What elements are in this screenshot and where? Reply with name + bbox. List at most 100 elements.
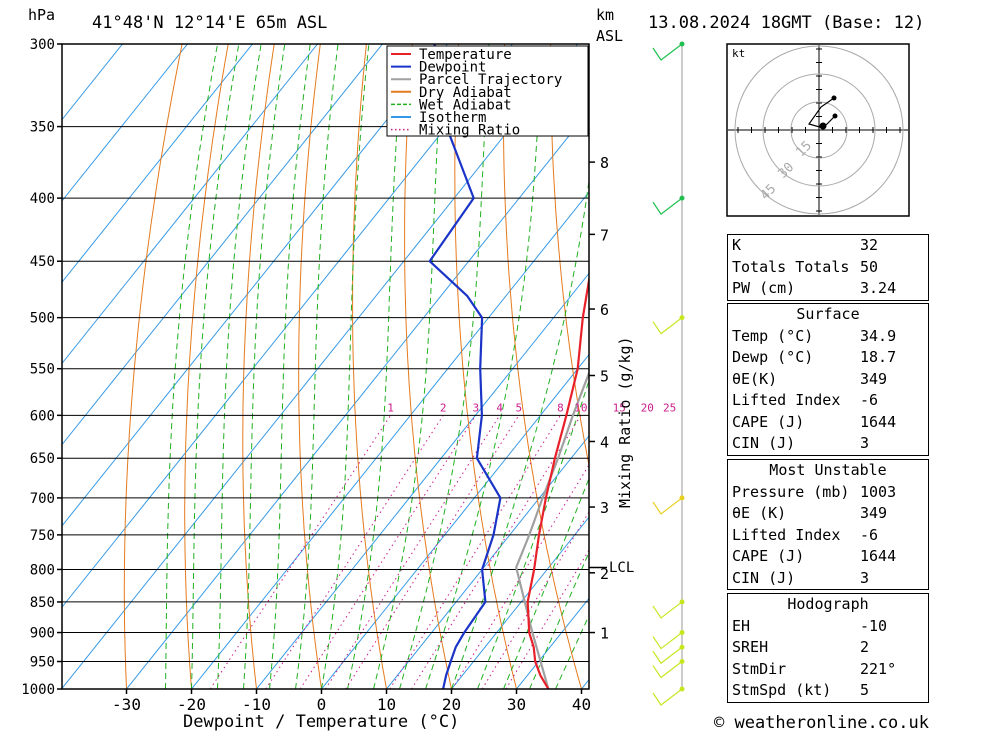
plot-frame — [61, 43, 590, 690]
pressure-unit-label: hPa — [28, 6, 55, 24]
hodograph-ring — [790, 101, 848, 159]
hodograph-table: Hodograph EH -10 SREH 2 StmDir 221° StmSpd … — [727, 593, 929, 703]
pressure-tick-label: 600 — [30, 408, 55, 424]
pressure-tick-label: 650 — [30, 451, 55, 467]
surface-title: Surface — [796, 305, 860, 323]
dry-adiabat-line — [298, 44, 322, 689]
height-tick-label: 1 — [600, 625, 609, 643]
mixing-ratio-tick-label: 25 — [663, 401, 676, 414]
mixing-ratio-tick-label: 4 — [496, 401, 503, 414]
height-tick-label: 4 — [600, 433, 609, 451]
km-label: km — [596, 6, 614, 24]
dry-adiabat-line — [965, 44, 1000, 689]
legend-label: Mixing Ratio — [419, 123, 520, 139]
isotherm-line — [386, 435, 589, 689]
copyright: © weatheronline.co.uk — [714, 713, 929, 733]
pressure-tick-label: 500 — [30, 311, 55, 327]
pressure-tick-label: 850 — [30, 595, 55, 611]
dry-adiabat-line — [503, 44, 582, 689]
temperature-tick-label: -10 — [242, 695, 271, 714]
mixing-ratio-line — [325, 415, 501, 689]
pressure-tick-label: 800 — [30, 562, 55, 578]
legend-label: Wet Adiabat — [419, 97, 512, 113]
pressure-tick-label: 1000 — [21, 682, 55, 698]
wind-barb — [652, 646, 683, 665]
mixing-ratio-tick-label: 3 — [472, 401, 479, 414]
datetime-label: 13.08.2024 18GMT (Base: 12) — [648, 13, 924, 33]
temperature-axis: -30 -20 -10 0 10 20 30 40 — [112, 689, 591, 714]
parcel-trajectory-line — [515, 370, 589, 689]
height-tick-label: 8 — [600, 154, 609, 172]
dry-adiabat-line — [184, 44, 229, 689]
mixing-ratio-axis-title: Mixing Ratio (g/kg) — [616, 336, 634, 508]
wet-adiabat-line — [295, 44, 339, 689]
temperature-tick-label: -30 — [112, 695, 141, 714]
wind-barb — [652, 197, 683, 215]
most-unstable-title: Most Unstable — [769, 461, 887, 479]
hodograph-point — [831, 95, 837, 101]
x-axis-title: Dewpoint / Temperature (°C) — [183, 712, 459, 732]
station-location: 41°48'N 12°14'E 65m ASL — [92, 13, 327, 33]
mixing-ratio-line — [411, 415, 582, 689]
surface-row-cin: CIN (J) 3 — [732, 434, 870, 452]
index-row-k: K 32 — [732, 236, 879, 254]
temperature-tick-label: 40 — [572, 695, 591, 714]
mu-row-cin: CIN (J) 3 — [732, 568, 870, 587]
wet-adiabat-line — [165, 44, 219, 689]
wet-adiabat-line — [555, 614, 589, 689]
pressure-tick-label: 350 — [30, 120, 55, 136]
height-axis: 1 2 3 4 5 6 7 8 — [589, 154, 609, 643]
temperature-tick-label: 0 — [317, 695, 327, 714]
isotherm-line — [62, 44, 188, 202]
mixing-ratio-tick-label: 1 — [387, 401, 394, 414]
wet-adiabat-line — [269, 44, 311, 689]
pressure-tick-label: 300 — [30, 37, 55, 53]
wet-adiabat-line — [399, 44, 490, 689]
mixing-ratio-tick-label: 10 — [574, 401, 587, 414]
wind-barb — [652, 43, 683, 61]
legend-label: Parcel Trajectory — [419, 72, 562, 88]
mixing-ratio-tick-label: 2 — [440, 401, 447, 414]
pressure-tick-label: 700 — [30, 491, 55, 507]
surface-table: Surface Temp (°C) 34.9 Dewp (°C) 18.7 θE(K… — [727, 303, 929, 456]
hodograph-unit: kt — [732, 47, 745, 60]
surface-row-cape: CAPE (J) 1644 — [732, 412, 897, 431]
pressure-tick-label: 400 — [30, 191, 55, 207]
mixing-ratio-tick-label: 5 — [515, 401, 522, 414]
mu-row-li: Lifted Index -6 — [732, 525, 879, 544]
hodograph-point — [832, 113, 838, 119]
isotherm-line — [62, 44, 253, 283]
height-tick-label: 6 — [600, 301, 609, 319]
wind-barb — [652, 632, 683, 650]
isotherm-line — [62, 44, 578, 689]
pressure-tick-label: 450 — [30, 254, 55, 270]
lcl-label: LCL — [609, 560, 634, 576]
mixing-ratio-labels: 1 2 3 4 5 8 10 15 20 25 — [387, 401, 676, 414]
temperature-tick-label: -20 — [177, 695, 206, 714]
index-row-totals: Totals Totals 50 — [732, 257, 879, 276]
profiles — [428, 44, 589, 689]
wet-adiabat-line — [477, 379, 589, 689]
most-unstable-table: Most Unstable Pressure (mb) 1003 θE (K) 34… — [727, 459, 929, 590]
wet-adiabat-line — [347, 44, 405, 689]
hodo-row-sreh: SREH 2 — [732, 638, 870, 656]
general-indices-table: K 32 Totals Totals 50 PW (cm) 3.24 — [727, 234, 929, 301]
legend-label: Temperature — [419, 47, 512, 63]
isotherm-line — [256, 272, 589, 689]
pressure-axis: 300 350 400 450 500 550 600 650 700 750 800 850 900 9… — [21, 37, 62, 698]
wind-barbs — [652, 41, 685, 706]
wind-barb — [652, 317, 683, 335]
surface-row-li: Lifted Index -6 — [732, 391, 879, 409]
mixing-ratio-line — [389, 415, 561, 689]
hodograph-trace — [808, 97, 836, 129]
isotherm-line — [451, 516, 589, 689]
height-tick-label: 5 — [600, 367, 609, 385]
height-tick-label: 2 — [600, 565, 609, 583]
pressure-tick-label: 550 — [30, 362, 55, 378]
wet-adiabat-line — [191, 44, 240, 689]
wet-adiabat-line — [243, 44, 286, 689]
hodograph-ring — [762, 73, 876, 187]
mu-row-pressure: Pressure (mb) 1003 — [732, 482, 897, 501]
hodograph-ring — [734, 45, 904, 215]
